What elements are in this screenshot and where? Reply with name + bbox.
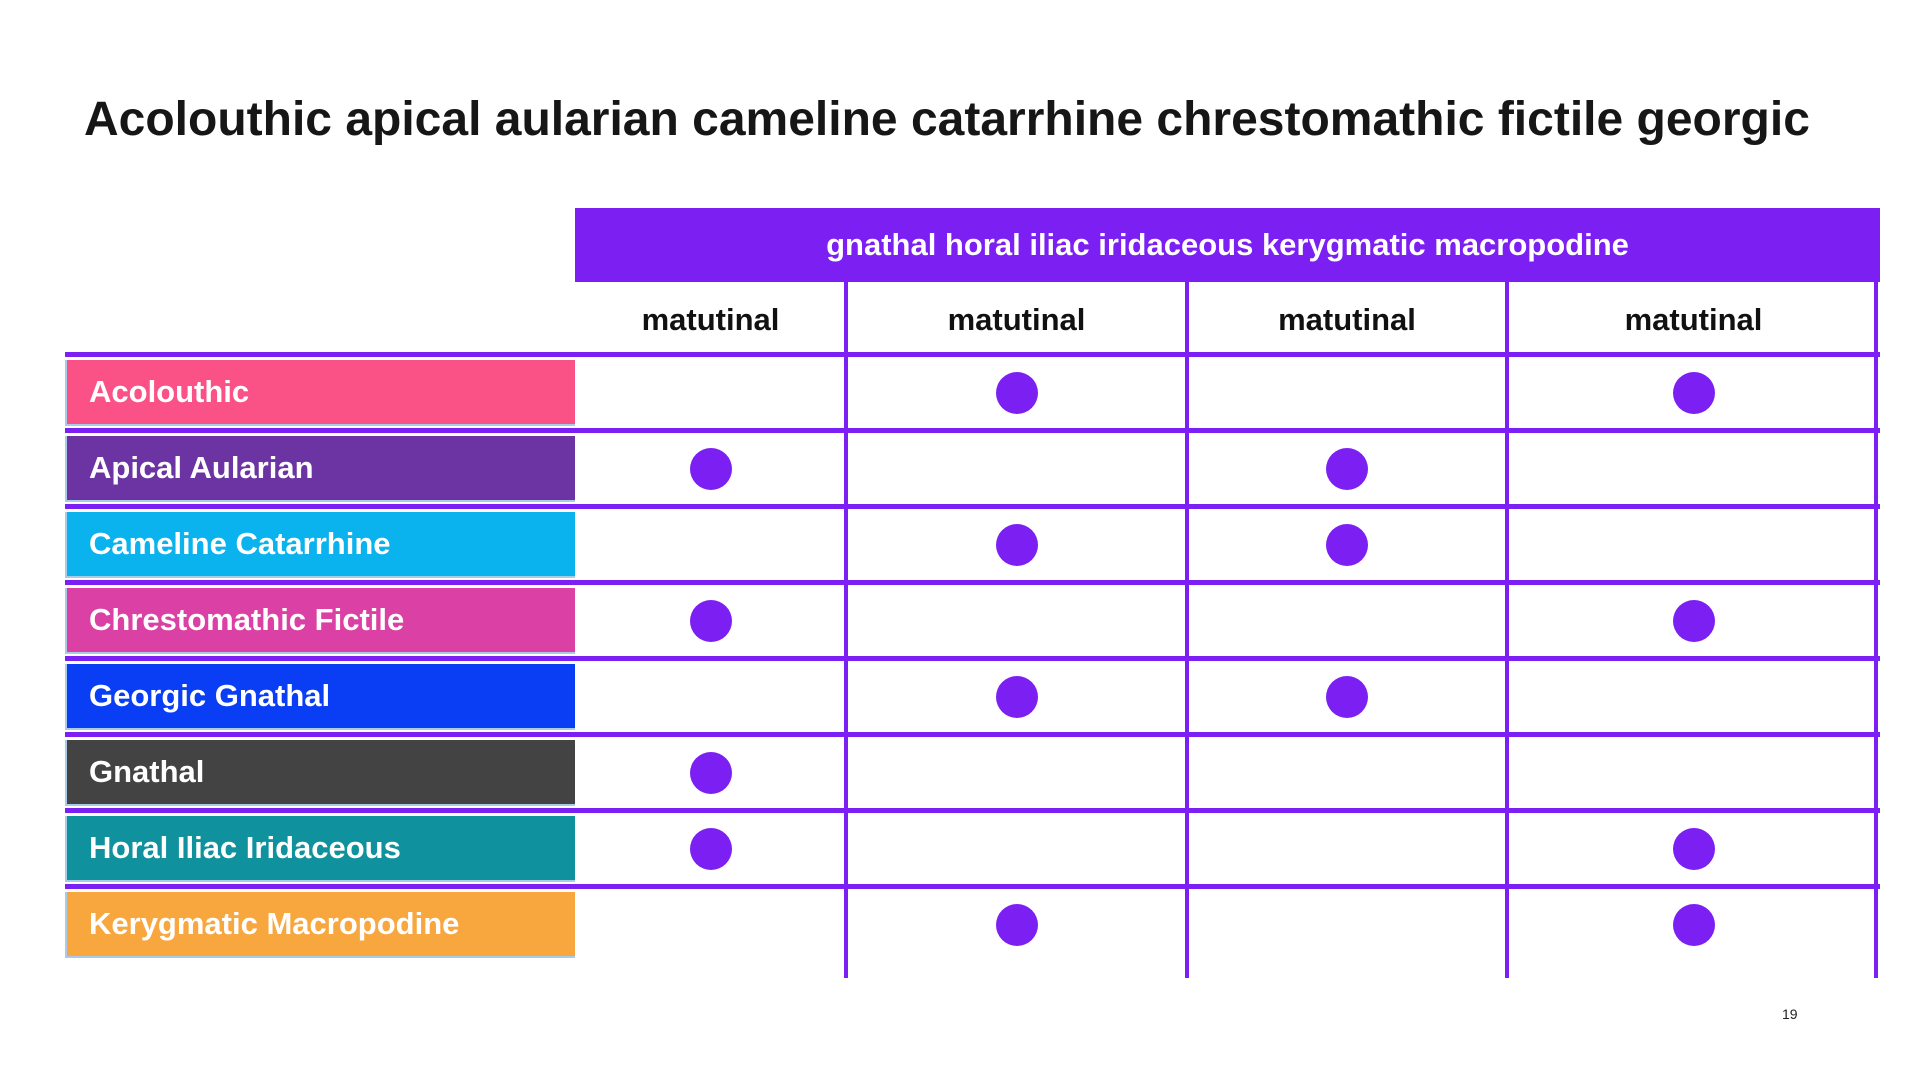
matrix-cell — [1187, 436, 1507, 502]
dot-marker — [1672, 828, 1715, 870]
grid-line-horizontal — [65, 504, 1880, 509]
page-title: Acolouthic apical aularian cameline cata… — [84, 93, 1810, 146]
matrix-cell — [846, 740, 1187, 806]
matrix-cell — [1507, 588, 1880, 654]
grid-line-horizontal — [65, 656, 1880, 661]
matrix-cell — [575, 588, 846, 654]
dot-marker — [1326, 676, 1368, 718]
grid-line-horizontal — [65, 808, 1880, 813]
matrix-group-header-label: gnathal horal iliac iridaceous kerygmati… — [826, 227, 1629, 262]
matrix-cell — [1507, 664, 1880, 730]
dot-marker — [1672, 600, 1715, 642]
matrix-cell — [575, 436, 846, 502]
matrix-row-1: Acolouthic — [65, 352, 1880, 428]
matrix-cell — [1507, 740, 1880, 806]
matrix-cell — [575, 360, 846, 426]
row-label: Acolouthic — [65, 360, 575, 426]
matrix-cell — [846, 664, 1187, 730]
row-label: Apical Aularian — [65, 436, 575, 502]
matrix-cell — [846, 512, 1187, 578]
matrix-row-6: Gnathal — [65, 732, 1880, 808]
column-header-4: matutinal — [1624, 302, 1763, 337]
grid-line-horizontal — [65, 580, 1880, 585]
matrix-cell — [575, 816, 846, 882]
matrix-row-3: Cameline Catarrhine — [65, 504, 1880, 580]
column-header-row: matutinal matutinal matutinal matutinal — [575, 282, 1880, 358]
row-label: Georgic Gnathal — [65, 664, 575, 730]
matrix-cell — [846, 588, 1187, 654]
grid-line-horizontal — [65, 732, 1880, 737]
row-label: Cameline Catarrhine — [65, 512, 575, 578]
matrix-cell — [846, 816, 1187, 882]
dot-marker — [689, 600, 732, 642]
matrix-row-4: Chrestomathic Fictile — [65, 580, 1880, 656]
matrix-cell — [1507, 360, 1880, 426]
column-header-2: matutinal — [947, 302, 1086, 337]
page-number: 19 — [1782, 1006, 1798, 1022]
matrix-cell — [1187, 360, 1507, 426]
matrix-group-header-band: gnathal horal iliac iridaceous kerygmati… — [575, 208, 1880, 282]
matrix-cell — [1507, 512, 1880, 578]
matrix-cell — [1187, 892, 1507, 958]
dot-marker — [1672, 372, 1715, 414]
matrix-cell — [846, 360, 1187, 426]
row-label: Gnathal — [65, 740, 575, 806]
dot-marker — [995, 524, 1038, 566]
matrix-cell — [575, 892, 846, 958]
column-header-1: matutinal — [641, 302, 780, 337]
matrix-cell — [1187, 588, 1507, 654]
matrix-cell — [1187, 740, 1507, 806]
matrix-cell — [575, 664, 846, 730]
grid-line-horizontal — [65, 428, 1880, 433]
matrix-cell — [1507, 436, 1880, 502]
dot-marker — [995, 904, 1038, 946]
dot-marker — [689, 828, 732, 870]
matrix-cell — [1507, 816, 1880, 882]
matrix-cell — [1187, 816, 1507, 882]
matrix-grid: Acolouthic Apical Aularian Cameline Catarr… — [65, 352, 1880, 960]
dot-marker — [689, 752, 732, 794]
matrix-cell — [575, 740, 846, 806]
matrix-cell — [846, 436, 1187, 502]
grid-line-horizontal — [65, 884, 1880, 889]
row-label: Horal Iliac Iridaceous — [65, 816, 575, 882]
dot-marker — [1672, 904, 1715, 946]
dot-marker — [1326, 524, 1368, 566]
matrix-row-8: Kerygmatic Macropodine — [65, 884, 1880, 960]
matrix-cell — [1187, 512, 1507, 578]
matrix-cell — [1187, 664, 1507, 730]
matrix-row-2: Apical Aularian — [65, 428, 1880, 504]
dot-marker — [689, 448, 732, 490]
matrix-row-7: Horal Iliac Iridaceous — [65, 808, 1880, 884]
matrix-row-5: Georgic Gnathal — [65, 656, 1880, 732]
row-label: Chrestomathic Fictile — [65, 588, 575, 654]
dot-marker — [995, 372, 1038, 414]
row-label: Kerygmatic Macropodine — [65, 892, 575, 958]
dot-marker — [1326, 448, 1368, 490]
column-header-3: matutinal — [1278, 302, 1416, 337]
grid-line-horizontal — [65, 352, 1880, 357]
matrix-cell — [575, 512, 846, 578]
matrix-cell — [846, 892, 1187, 958]
matrix-cell — [1507, 892, 1880, 958]
dot-marker — [995, 676, 1038, 718]
